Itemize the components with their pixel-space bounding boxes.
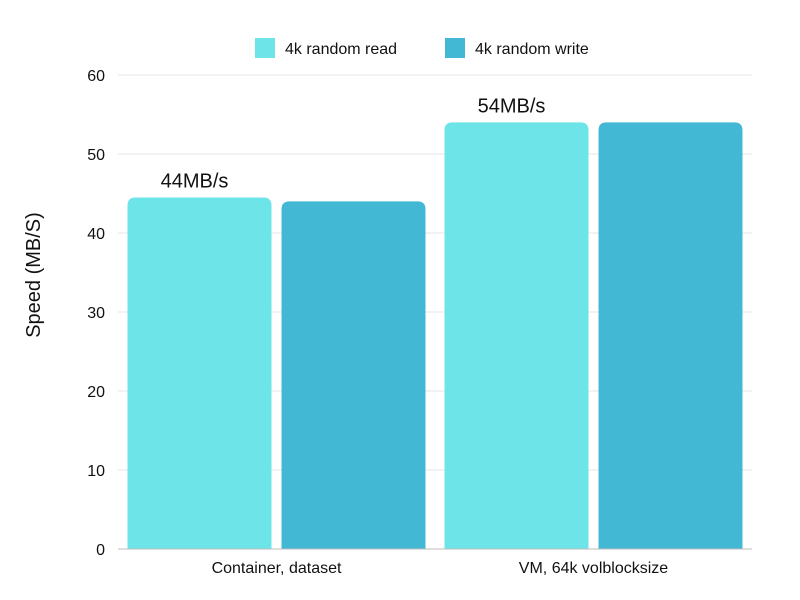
bar-read-1 [127,197,272,549]
y-tick-label: 60 [87,68,105,85]
legend: 4k random read 4k random write [255,38,589,58]
bar-write-2 [598,122,743,550]
value-annotation: 54MB/s [478,95,546,117]
y-tick-label: 50 [87,147,105,164]
y-tick-label: 20 [87,384,105,401]
x-tick-label: Container, dataset [212,560,342,577]
value-annotations: 44MB/s 54MB/s [161,95,546,192]
bar-write-1 [281,201,426,549]
x-tick-label: VM, 64k volblocksize [519,560,668,577]
legend-label: 4k random write [475,41,589,58]
value-annotation: 44MB/s [161,170,229,192]
y-tick-label: 30 [87,305,105,322]
legend-label: 4k random read [285,41,397,58]
legend-swatch [445,38,465,58]
legend-swatch [255,38,275,58]
y-tick-label: 10 [87,463,105,480]
y-tick-label: 40 [87,226,105,243]
bars [127,122,743,550]
y-axis-ticks: 0 10 20 30 40 50 60 [87,68,105,559]
x-axis-ticks: Container, dataset VM, 64k volblocksize [212,560,669,577]
y-axis-label: Speed (MB/S) [23,212,45,338]
y-tick-label: 0 [96,542,105,559]
bar-read-2 [444,122,589,550]
